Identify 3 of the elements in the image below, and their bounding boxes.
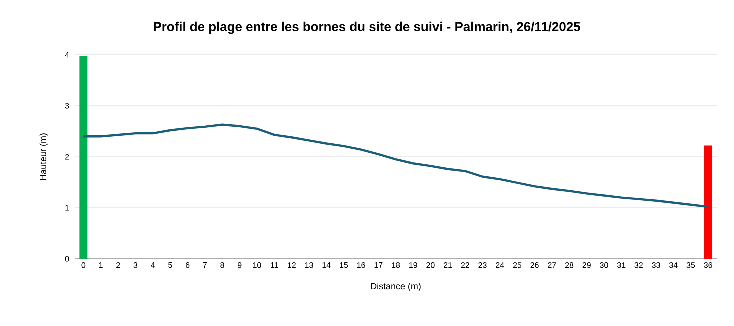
y-axis-title: Hauteur (m) [40, 134, 48, 180]
x-axis-title: Distance (m) [371, 283, 421, 292]
chart-title: Profil de plage entre les bornes du site de suivi - Palmarin, 26/11/2025 [154, 22, 580, 34]
